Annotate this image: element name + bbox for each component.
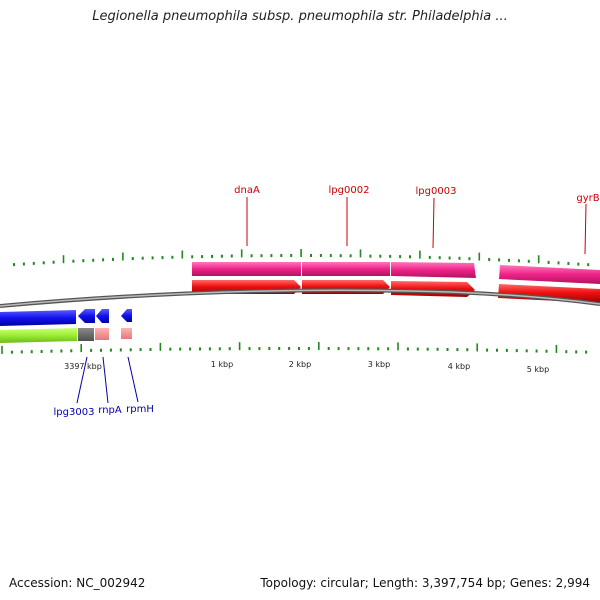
cds-arrow-rpmH[interactable] xyxy=(121,309,132,322)
scale-label: 1 kbp xyxy=(211,360,233,369)
map-title: Legionella pneumophila subsp. pneumophil… xyxy=(92,9,508,24)
tick-row-top xyxy=(13,249,590,267)
cds-arrow-rnpA[interactable] xyxy=(78,309,95,323)
gene-label-rnpA[interactable]: rnpA xyxy=(98,405,122,416)
gene-label-rpmH[interactable]: rpmH xyxy=(126,404,154,415)
cds-arrow-lpg3003[interactable] xyxy=(0,310,76,326)
gene-track-forward xyxy=(192,262,600,284)
scale-label: 4 kbp xyxy=(448,362,470,371)
accession-text: Accession: NC_002942 xyxy=(9,576,146,590)
scale-label: 3397 kbp xyxy=(64,362,102,371)
cds-arrow-gyrB[interactable] xyxy=(498,284,600,303)
cds-arrow-rnpA-2[interactable] xyxy=(96,309,109,323)
forward-gene-labels: dnaA lpg0002 lpg0003 gyrB xyxy=(234,185,600,255)
gene-bar[interactable] xyxy=(192,262,301,276)
gene-bar[interactable] xyxy=(0,328,77,343)
reverse-gene-labels: lpg3003 rnpA rpmH xyxy=(54,356,154,418)
gene-bar[interactable] xyxy=(78,328,94,341)
scale-label: 2 kbp xyxy=(289,360,311,369)
gene-bar[interactable] xyxy=(391,262,476,278)
gene-label-lpg0003[interactable]: lpg0003 xyxy=(416,186,457,197)
gene-bar[interactable] xyxy=(95,328,109,340)
gene-label-lpg0002[interactable]: lpg0002 xyxy=(329,185,370,196)
gene-track-reverse xyxy=(0,328,132,343)
scale-labels: 3397 kbp 1 kbp 2 kbp 3 kbp 4 kbp 5 kbp xyxy=(64,360,549,374)
gene-label-lpg3003[interactable]: lpg3003 xyxy=(54,407,95,418)
gene-label-dnaA[interactable]: dnaA xyxy=(234,185,260,196)
scale-label: 5 kbp xyxy=(527,365,549,374)
gene-bar[interactable] xyxy=(499,265,600,284)
topology-text: Topology: circular; Length: 3,397,754 bp… xyxy=(260,576,590,590)
cds-track-reverse xyxy=(0,309,132,326)
tick-row-bottom xyxy=(1,342,588,354)
gene-label-gyrB[interactable]: gyrB xyxy=(576,193,599,204)
gene-bar[interactable] xyxy=(121,328,132,339)
gene-bar[interactable] xyxy=(302,262,390,276)
scale-label: 3 kbp xyxy=(368,360,390,369)
